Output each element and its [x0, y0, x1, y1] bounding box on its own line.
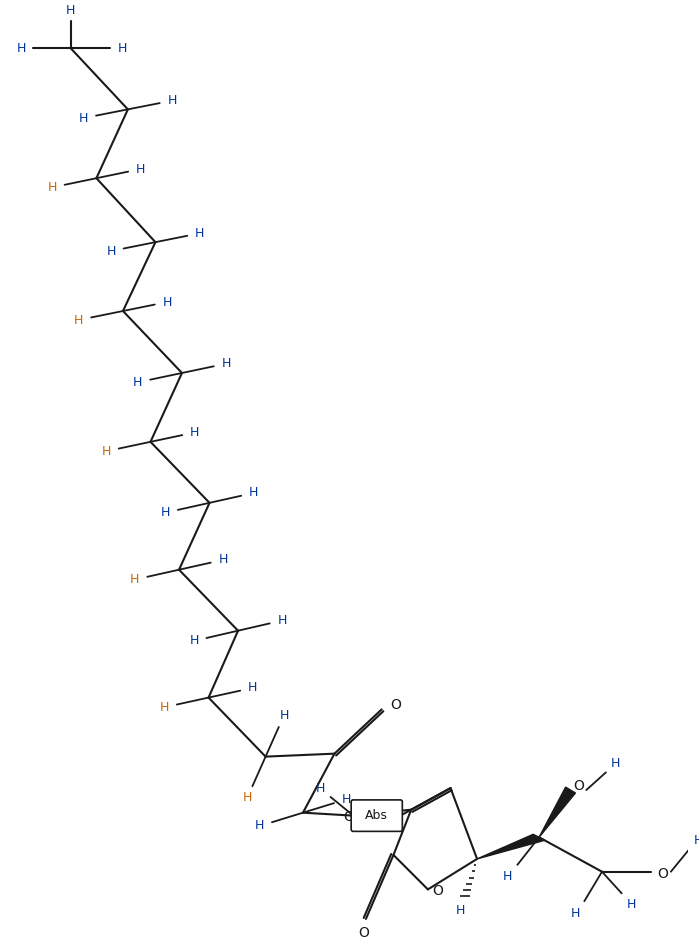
Text: H: H: [219, 554, 228, 566]
Text: O: O: [359, 925, 369, 939]
Text: H: H: [101, 445, 111, 458]
Text: H: H: [130, 574, 140, 586]
Text: H: H: [248, 682, 257, 695]
FancyBboxPatch shape: [351, 800, 403, 831]
Polygon shape: [477, 834, 545, 859]
Text: O: O: [343, 810, 354, 824]
Text: O: O: [573, 779, 584, 793]
Text: H: H: [190, 426, 199, 439]
Text: H: H: [195, 227, 205, 240]
Text: H: H: [133, 375, 143, 389]
Text: H: H: [48, 181, 57, 194]
Text: H: H: [278, 614, 287, 627]
Text: H: H: [255, 819, 264, 832]
Text: H: H: [222, 357, 231, 370]
Text: H: H: [189, 634, 199, 647]
Text: H: H: [17, 42, 27, 55]
Text: H: H: [503, 870, 512, 884]
Text: H: H: [79, 112, 88, 124]
Text: H: H: [342, 793, 351, 806]
Text: H: H: [168, 94, 177, 107]
Text: H: H: [627, 898, 636, 911]
Polygon shape: [539, 787, 575, 837]
Text: H: H: [611, 757, 621, 770]
Text: O: O: [432, 884, 443, 899]
Text: Abs: Abs: [366, 810, 388, 822]
Text: H: H: [249, 486, 259, 500]
Text: H: H: [117, 42, 127, 55]
Text: H: H: [316, 781, 325, 794]
Text: H: H: [74, 314, 83, 326]
Text: H: H: [136, 162, 145, 175]
Text: O: O: [390, 699, 401, 713]
Text: H: H: [693, 833, 699, 847]
Text: H: H: [106, 245, 116, 258]
Text: H: H: [456, 903, 465, 917]
Text: H: H: [280, 709, 289, 721]
Text: H: H: [163, 296, 172, 308]
Text: H: H: [161, 506, 170, 520]
Text: H: H: [66, 5, 75, 17]
Text: H: H: [159, 701, 169, 714]
Text: H: H: [571, 906, 580, 920]
Text: H: H: [243, 792, 252, 805]
Text: O: O: [658, 866, 668, 881]
